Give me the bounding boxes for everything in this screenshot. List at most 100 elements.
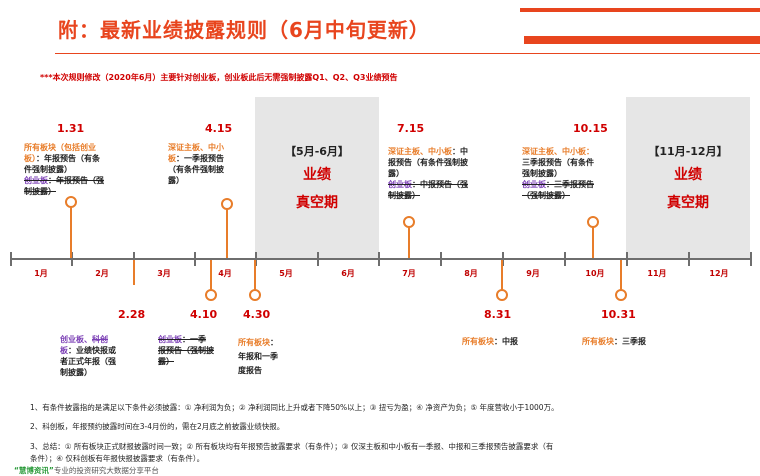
vacuum-line2: 真空期 <box>296 195 338 211</box>
note-text: 三季报预告（有条件 <box>522 158 594 167</box>
rule-note: ***本次规则修改（2020年6月）主要针对创业板，创业板此后无需强制披露Q1、… <box>40 73 398 82</box>
note-text: 件强制披露） <box>24 165 72 174</box>
note-text: ：中报 <box>494 337 518 346</box>
month-label: 3月 <box>157 269 171 278</box>
footnote-2: 2、科创板，年报预约披露时间在3-4月份的，需在2月底之前披露业绩快报。 <box>30 422 285 431</box>
footnote-3: 3、总结：① 所有板块正式财报披露时间一致；② 所有板块均有年报预告披露要求（有… <box>30 442 554 451</box>
event-marker-1015 <box>587 216 599 228</box>
vacuum-line2: 真空期 <box>667 195 709 211</box>
month-label: 1月 <box>34 269 48 278</box>
month-label: 9月 <box>526 269 540 278</box>
month-label: 6月 <box>341 269 355 278</box>
note-text: ：三季报预告 <box>546 180 594 189</box>
axis-tick <box>71 252 73 266</box>
note-text: ：业绩快报或 <box>68 346 116 355</box>
note-text: ：年报预告（有条 <box>36 154 100 163</box>
header-side-bar <box>524 36 760 44</box>
note-text: 制披露） <box>24 187 56 196</box>
board-label: 所有板块 <box>238 338 270 347</box>
month-label: 7月 <box>402 269 416 278</box>
event-stem-1015 <box>592 222 594 258</box>
event-note-0410: 创业板：一季 报预告（强制披 露） <box>158 334 234 367</box>
month-label: 12月 <box>709 269 729 278</box>
event-marker-0415 <box>221 198 233 210</box>
event-date-1031: 10.31 <box>601 308 636 321</box>
vacuum-title: 【11月-12月】 <box>648 145 728 158</box>
vacuum-title: 【5月-6月】 <box>285 145 349 158</box>
watermark: “慧博资讯”专业的投资研究大数据分享平台 <box>14 465 159 476</box>
footnote-3-cont: 条件）；④ 仅科创板有年报快报披露要求（有条件）。 <box>30 454 205 463</box>
header-top-bar <box>520 8 760 12</box>
axis-tick <box>194 252 196 266</box>
event-marker-0831 <box>496 289 508 301</box>
star-market-label: 科创 <box>92 335 108 344</box>
note-text: ：中报预告（强 <box>412 180 468 189</box>
event-date-0430: 4.30 <box>243 308 271 321</box>
event-note-0430: 所有板块： 年报和一季 度报告 <box>238 336 308 378</box>
note-text: ：三季报 <box>614 337 646 346</box>
note-text: 露） <box>168 176 184 185</box>
axis-tick <box>10 252 12 266</box>
timeline-axis <box>10 258 752 260</box>
event-stem-1031 <box>620 260 622 291</box>
vacuum-period-nov-dec: 【11月-12月】 业绩 真空期 <box>626 97 750 258</box>
note-text: ：一季报预告 <box>176 154 224 163</box>
axis-tick <box>317 252 319 266</box>
axis-tick <box>688 252 690 266</box>
event-note-0228: 创业板、科创 板：业绩快报或 者正式年报（强 制披露） <box>60 334 148 378</box>
star-market-label: 板 <box>60 346 68 355</box>
axis-tick <box>502 252 504 266</box>
event-stem-0228 <box>133 260 135 285</box>
chinext-label: 创业板 <box>522 180 546 189</box>
axis-tick <box>255 252 257 266</box>
event-date-0415: 4.15 <box>205 122 233 135</box>
event-note-0415: 深证主板、中小 板：一季报预告 （有条件强制披 露） <box>168 142 256 186</box>
axis-tick <box>626 252 628 266</box>
event-stem-0430 <box>254 260 256 291</box>
axis-tick <box>378 252 380 266</box>
note-text: 露） <box>388 169 404 178</box>
board-label: 深证主板、中小板 <box>388 147 452 156</box>
note-text: 制披露） <box>388 191 420 200</box>
board-label: 深证主板、中小 <box>168 143 224 152</box>
note-text: 露） <box>158 357 174 366</box>
axis-tick <box>564 252 566 266</box>
month-label: 11月 <box>647 269 667 278</box>
event-date-0410: 4.10 <box>190 308 218 321</box>
event-marker-0131 <box>65 196 77 208</box>
event-stem-0415 <box>226 203 228 258</box>
note-text: （有条件强制披 <box>168 165 224 174</box>
board-label: 板） <box>24 154 36 163</box>
axis-tick <box>440 252 442 266</box>
event-note-1015: 深证主板、中小板： 三季报预告（有条件 强制披露） 创业板：三季报预告 （强制披… <box>522 146 622 201</box>
event-note-0131: 所有板块（包括创业 板）：年报预告（有条 件强制披露） 创业板：年报预告（强 制… <box>24 142 142 197</box>
note-text: ：年报预告（强 <box>48 176 104 185</box>
event-marker-0410 <box>205 289 217 301</box>
board-label: 所有板块（包括创业 <box>24 143 96 152</box>
note-text: 年报和一季 <box>238 352 278 361</box>
axis-tick <box>133 252 135 266</box>
note-text: ：一季 <box>182 335 206 344</box>
event-note-0715: 深证主板、中小板：中 报预告（有条件强制披 露） 创业板：中报预告（强 制披露） <box>388 146 506 201</box>
event-note-0831: 所有板块：中报 <box>462 336 552 347</box>
event-date-0131: 1.31 <box>57 122 85 135</box>
board-label: 所有板块 <box>582 337 614 346</box>
event-date-0228: 2.28 <box>118 308 146 321</box>
board-label: 所有板块 <box>462 337 494 346</box>
note-text: 强制披露） <box>522 169 562 178</box>
month-label: 10月 <box>585 269 605 278</box>
event-stem-0131 <box>70 201 72 258</box>
board-label: 深证主板、中小板： <box>522 147 594 156</box>
axis-tick <box>750 252 752 266</box>
chinext-label: 创业板 <box>24 176 48 185</box>
footnote-1: 1、有条件披露指的是满足以下条件必须披露：① 净利润为负；② 净利润同比上升或者… <box>30 403 559 412</box>
event-marker-1031 <box>615 289 627 301</box>
header-divider <box>55 53 760 54</box>
note-text: ： <box>270 338 278 347</box>
event-stem-0410 <box>210 260 212 291</box>
note-text: 制披露） <box>60 368 92 377</box>
board-label: 板 <box>168 154 176 163</box>
vacuum-line1: 业绩 <box>674 167 702 183</box>
event-note-1031: 所有板块：三季报 <box>582 336 682 347</box>
event-stem-0715 <box>408 222 410 258</box>
